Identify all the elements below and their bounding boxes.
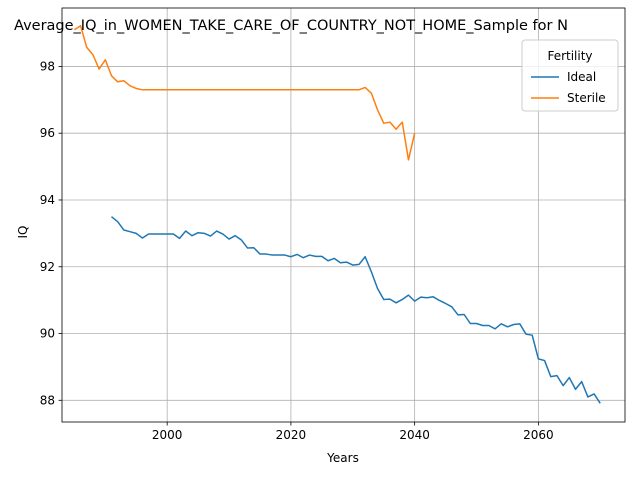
y-tick-label: 88: [40, 393, 55, 407]
series-line-sterile: [73, 24, 416, 161]
chart-title: Average_IQ_in_WOMEN_TAKE_CARE_OF_COUNTRY…: [14, 18, 568, 34]
y-tick-label: 98: [40, 59, 55, 73]
y-axis-label: IQ: [16, 226, 30, 239]
legend: Fertility Ideal Sterile: [521, 39, 619, 112]
series-layer: [73, 24, 601, 404]
y-tick-label: 90: [40, 327, 55, 341]
x-tick-label: 2040: [399, 428, 430, 442]
legend-box: [521, 39, 619, 112]
x-tick-label: 2020: [276, 428, 307, 442]
legend-label-ideal: Ideal: [567, 70, 596, 84]
y-tick-label: 92: [40, 260, 55, 274]
x-axis-ticks: 2000 2020 2040 2060: [152, 422, 554, 442]
x-axis-label: Years: [326, 451, 359, 465]
y-axis-ticks: 88 90 92 94 96 98: [40, 59, 62, 407]
x-tick-label: 2060: [523, 428, 554, 442]
legend-label-sterile: Sterile: [567, 91, 606, 105]
y-tick-label: 96: [40, 126, 55, 140]
x-tick-label: 2000: [152, 428, 183, 442]
y-tick-label: 94: [40, 193, 55, 207]
series-line-ideal: [111, 216, 601, 404]
plot-frame: [61, 7, 626, 423]
legend-title: Fertility: [547, 49, 592, 63]
